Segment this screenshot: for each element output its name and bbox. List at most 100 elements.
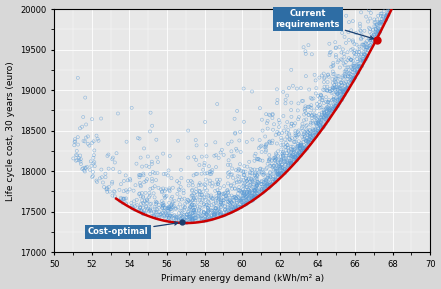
Point (228, 139, 235, 144)
Point (251, 189, 258, 193)
Point (354, 68, 361, 73)
Point (277, 171, 284, 176)
Point (109, 157, 116, 162)
Point (366, 29, 373, 34)
Point (324, 105, 331, 110)
Point (143, 197, 150, 202)
Point (288, 121, 295, 126)
Point (307, 135, 314, 139)
Point (334, 90, 341, 95)
Point (164, 205, 171, 210)
Point (360, 59, 367, 64)
Point (330, 104, 337, 109)
Point (190, 208, 197, 212)
Point (284, 168, 291, 173)
Point (176, 195, 183, 200)
Point (181, 196, 188, 201)
Point (237, 205, 244, 210)
Point (297, 147, 304, 151)
Point (235, 188, 242, 192)
Point (243, 190, 250, 194)
Point (332, 77, 339, 82)
Point (103, 187, 110, 192)
Point (137, 184, 144, 189)
Point (369, 34, 376, 38)
Point (329, 88, 336, 92)
Point (93, 133, 100, 138)
Point (327, 106, 334, 111)
Point (228, 193, 235, 198)
Point (146, 208, 153, 212)
Point (240, 189, 247, 194)
Point (274, 149, 281, 154)
Point (160, 172, 167, 176)
Point (329, 106, 336, 110)
Point (240, 181, 247, 186)
Point (190, 173, 197, 178)
Point (314, 131, 321, 135)
Point (258, 187, 265, 191)
Point (334, 60, 341, 64)
Point (218, 147, 225, 152)
Point (160, 208, 167, 213)
Point (162, 194, 169, 199)
Point (150, 214, 157, 218)
Point (274, 168, 281, 173)
Point (243, 200, 250, 205)
Point (274, 172, 281, 176)
Point (138, 190, 146, 195)
Point (312, 113, 319, 118)
Point (262, 148, 269, 153)
Point (233, 196, 240, 200)
Point (165, 168, 172, 173)
Point (191, 191, 198, 196)
Point (274, 173, 281, 177)
Point (228, 205, 235, 210)
Point (269, 177, 276, 182)
Point (190, 203, 197, 208)
Point (363, 54, 370, 59)
Point (316, 75, 323, 80)
Point (314, 118, 321, 123)
Point (275, 161, 282, 165)
Point (272, 167, 279, 171)
Point (270, 170, 277, 175)
Point (279, 131, 286, 135)
Point (258, 181, 265, 186)
Point (235, 207, 242, 211)
Point (273, 168, 280, 173)
Point (318, 93, 325, 97)
Point (354, 67, 361, 71)
Point (321, 112, 328, 117)
Point (166, 214, 173, 218)
Point (320, 101, 327, 105)
Point (288, 159, 295, 163)
Point (230, 154, 237, 158)
Point (80, 115, 87, 119)
Point (198, 198, 206, 203)
Point (280, 167, 287, 171)
Point (330, 97, 337, 101)
Point (254, 173, 261, 177)
Point (202, 171, 209, 176)
Point (196, 189, 203, 193)
Point (321, 111, 328, 116)
Point (377, 29, 384, 34)
Point (218, 211, 225, 215)
Point (222, 208, 229, 212)
Point (347, 58, 354, 62)
Point (385, 12, 392, 17)
Point (301, 134, 308, 138)
Point (254, 184, 261, 188)
Point (188, 218, 195, 223)
Point (230, 208, 237, 212)
Point (366, 45, 374, 50)
Point (338, 96, 345, 101)
Point (349, 38, 356, 43)
Point (217, 205, 224, 210)
Point (381, 18, 388, 23)
Point (209, 197, 217, 201)
Point (272, 162, 279, 166)
Point (258, 150, 265, 154)
Point (276, 158, 283, 162)
